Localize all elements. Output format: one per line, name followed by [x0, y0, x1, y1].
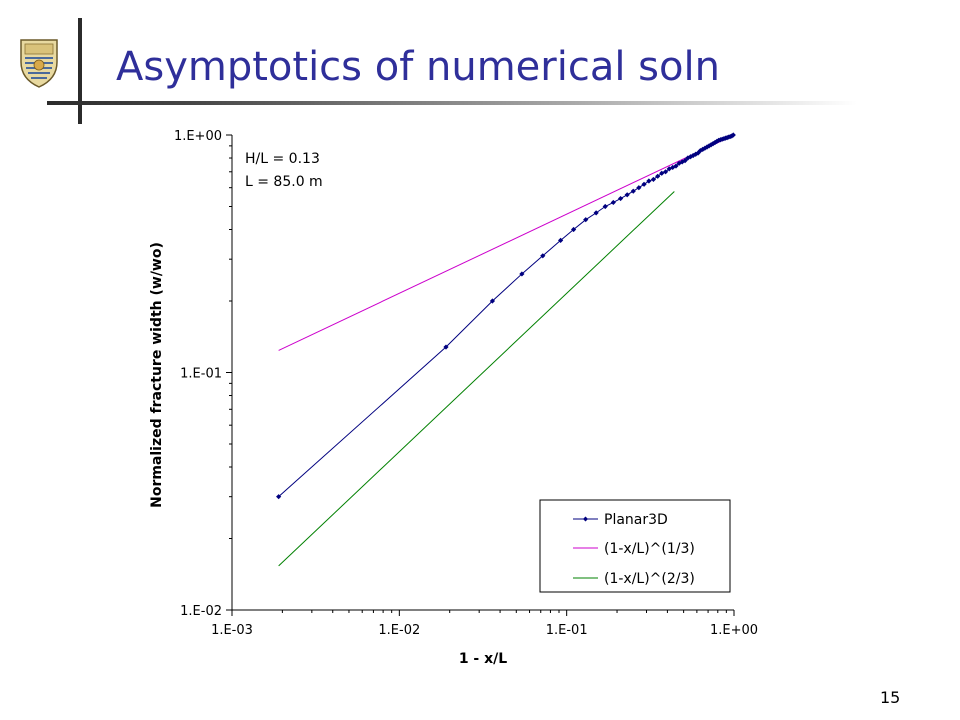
planar3d-point	[706, 143, 712, 149]
planar3d-point	[540, 253, 546, 259]
planar3d-point	[655, 173, 661, 179]
planar3d-point	[700, 146, 706, 152]
x-tick-label: 1.E-02	[378, 623, 420, 638]
planar3d-point	[583, 217, 589, 223]
planar3d-point	[519, 271, 525, 277]
legend-label-two-thirds: (1-x/L)^(2/3)	[604, 571, 695, 587]
planar3d-point	[602, 203, 608, 210]
chart-axes: 1.E-03 1.E-02 1.E-01 1.E+00 1.E-02 1.E-01 1.E+…	[174, 129, 758, 638]
title-horizontal-rule	[47, 101, 857, 105]
planar3d-point	[690, 152, 696, 159]
x-tick-label: 1.E-01	[546, 623, 588, 638]
y-tick-label: 1.E-01	[180, 367, 222, 382]
planar3d-point	[558, 237, 564, 243]
planar3d-point	[489, 298, 496, 304]
x-tick-label: 1.E+00	[710, 623, 758, 638]
planar3d-point	[646, 178, 652, 184]
planar3d-point	[662, 169, 669, 175]
title-vertical-rule	[78, 18, 82, 124]
planar3d-point	[630, 188, 636, 194]
planar3d-point	[708, 142, 714, 148]
planar3d-point	[276, 494, 282, 500]
planar3d-point	[610, 199, 616, 206]
legend-marker-planar3d	[583, 516, 588, 522]
planar3d-point	[693, 151, 699, 157]
legend-box	[539, 499, 731, 593]
planar3d-point	[570, 226, 577, 233]
y-tick-label: 1.E+00	[174, 129, 222, 144]
y-axis-label: Normalized fracture width (w/wo)	[149, 242, 165, 508]
university-crest-logo	[18, 36, 60, 88]
annotation-h-over-l: H/L = 0.13	[245, 151, 320, 167]
planar3d-point	[443, 344, 449, 350]
planar3d-point	[673, 163, 679, 169]
slide-number: 15	[880, 688, 901, 707]
planar3d-point	[617, 195, 624, 202]
planar3d-point	[687, 154, 694, 160]
chart-series	[276, 132, 736, 567]
x-tick-label: 1.E-03	[211, 623, 253, 638]
planar3d-point	[659, 170, 665, 176]
annotation-length: L = 85.0 m	[245, 174, 323, 190]
planar3d-point	[710, 141, 716, 147]
legend-label-planar3d: Planar3D	[604, 512, 668, 528]
planar3d-point	[650, 176, 657, 183]
planar3d-point	[704, 144, 710, 150]
x-axis-label: 1 - x/L	[459, 651, 507, 667]
two-thirds-power-line	[278, 191, 675, 567]
planar3d-point	[593, 210, 599, 216]
one-third-power-line	[278, 134, 735, 351]
planar3d-point	[636, 185, 642, 191]
y-tick-label: 1.E-02	[180, 604, 222, 619]
planar3d-point	[666, 166, 672, 172]
planar3d-point	[624, 192, 630, 198]
planar3d-point	[682, 158, 688, 164]
chart-legend: Planar3D (1-x/L)^(1/3) (1-x/L)^(2/3)	[539, 499, 731, 593]
planar3d-point	[730, 132, 736, 138]
planar3d-point	[641, 181, 647, 187]
legend-label-one-third: (1-x/L)^(1/3)	[604, 541, 695, 557]
planar3d-point	[697, 147, 704, 154]
slide-title: Asymptotics of numerical soln	[116, 44, 720, 90]
planar3d-point	[712, 139, 718, 146]
